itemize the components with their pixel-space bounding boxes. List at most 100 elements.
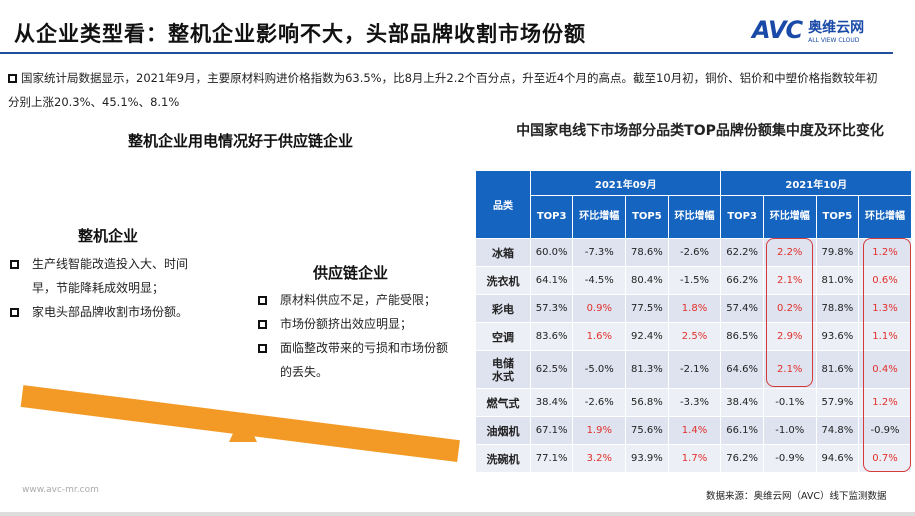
mom-change-cell: -1.0% xyxy=(762,416,817,445)
share-cell: 75.6% xyxy=(625,416,669,445)
page-title: 从企业类型看：整机企业影响不大，头部品牌收割市场份额 xyxy=(14,22,586,46)
mom-change-cell: 2.5% xyxy=(667,322,722,351)
footer-url: www.avc-mr.com xyxy=(22,485,99,495)
balance-fulcrum xyxy=(229,412,257,442)
sub-header: 环比增幅 xyxy=(858,195,912,239)
period-header: 2021年10月 xyxy=(720,170,912,196)
mom-change-cell: 1.7% xyxy=(667,444,722,473)
sub-header: TOP5 xyxy=(815,195,860,239)
category-cell: 洗衣机 xyxy=(475,266,531,295)
share-cell: 56.8% xyxy=(625,388,669,417)
mom-change-cell: -5.0% xyxy=(572,350,627,389)
category-cell: 冰箱 xyxy=(475,238,531,267)
share-cell: 64.1% xyxy=(529,266,574,295)
mom-change-cell: 1.4% xyxy=(667,416,722,445)
mom-change-cell: 0.4% xyxy=(858,350,912,389)
logo-cn: 奥维云网 xyxy=(808,19,865,36)
category-cell: 燃气式 xyxy=(475,388,531,417)
share-cell: 67.1% xyxy=(529,416,574,445)
intro-paragraph: 国家统计局数据显示，2021年9月，主要原材料购进价格指数为63.5%，比8月上… xyxy=(8,66,888,114)
mom-change-cell: 0.9% xyxy=(572,294,627,323)
intro-text: 国家统计局数据显示，2021年9月，主要原材料购进价格指数为63.5%，比8月上… xyxy=(8,71,878,109)
share-cell: 93.9% xyxy=(625,444,669,473)
table-title: 中国家电线下市场部分品类TOP品牌份额集中度及环比变化 xyxy=(516,123,884,139)
share-cell: 94.6% xyxy=(815,444,860,473)
mom-change-cell: -0.9% xyxy=(762,444,817,473)
share-cell: 81.3% xyxy=(625,350,669,389)
mom-change-cell: -3.3% xyxy=(667,388,722,417)
mom-change-cell: -2.6% xyxy=(667,238,722,267)
mom-change-cell: -2.1% xyxy=(667,350,722,389)
checkbox-bullet-icon xyxy=(8,74,17,83)
checkbox-bullet-icon xyxy=(258,320,267,329)
supply-title: 供应链企业 xyxy=(313,264,389,282)
share-cell: 93.6% xyxy=(815,322,860,351)
share-cell: 80.4% xyxy=(625,266,669,295)
data-source: 数据来源：奥维云网（AVC）线下监测数据 xyxy=(706,491,887,502)
share-cell: 66.2% xyxy=(720,266,764,295)
sub-header: 环比增幅 xyxy=(667,195,722,239)
list-item: 市场份额挤出效应明显； xyxy=(258,312,458,336)
mom-change-cell: 1.1% xyxy=(858,322,912,351)
share-cell: 86.5% xyxy=(720,322,764,351)
share-cell: 74.8% xyxy=(815,416,860,445)
share-cell: 76.2% xyxy=(720,444,764,473)
supply-list: 原材料供应不足，产能受限； 市场份额挤出效应明显； 面临整改带来的亏损和市场份额… xyxy=(258,288,458,384)
oem-list: 生产线智能改造投入大、时间早，节能降耗成效明显； 家电头部品牌收割市场份额。 xyxy=(10,252,210,324)
list-item: 原材料供应不足，产能受限； xyxy=(258,288,458,312)
mom-change-cell: -0.9% xyxy=(858,416,912,445)
sub-header: 环比增幅 xyxy=(572,195,627,239)
share-cell: 38.4% xyxy=(529,388,574,417)
checkbox-bullet-icon xyxy=(10,308,19,317)
avc-logo: AVC 奥维云网 ALL VIEW CLOUD xyxy=(752,16,864,44)
share-cell: 81.0% xyxy=(815,266,860,295)
footer-bar xyxy=(0,512,915,516)
sub-header: TOP3 xyxy=(529,195,574,239)
list-item: 家电头部品牌收割市场份额。 xyxy=(10,300,210,324)
table-row: 洗碗机 77.1% 3.2% 93.9% 1.7% 76.2% -0.9% 94.6% 0.7% xyxy=(475,444,912,473)
mom-change-cell: 1.8% xyxy=(667,294,722,323)
mom-change-cell: 2.9% xyxy=(762,322,817,351)
table-row: 洗衣机 64.1% -4.5% 80.4% -1.5% 66.2% 2.1% 81.0% 0.6… xyxy=(475,266,912,295)
share-cell: 81.6% xyxy=(815,350,860,389)
share-cell: 78.8% xyxy=(815,294,860,323)
share-table: 品类 2021年09月 2021年10月 TOP3 环比增幅 TOP5 环比增幅 TOP… xyxy=(475,170,912,473)
share-cell: 83.6% xyxy=(529,322,574,351)
category-header: 品类 xyxy=(475,170,531,239)
mom-change-cell: 1.2% xyxy=(858,238,912,267)
header-divider xyxy=(0,52,893,54)
share-cell: 77.1% xyxy=(529,444,574,473)
share-cell: 38.4% xyxy=(720,388,764,417)
share-cell: 57.3% xyxy=(529,294,574,323)
share-cell: 77.5% xyxy=(625,294,669,323)
checkbox-bullet-icon xyxy=(258,344,267,353)
checkbox-bullet-icon xyxy=(258,296,267,305)
logo-en: ALL VIEW CLOUD xyxy=(808,36,860,44)
highlight-box xyxy=(766,238,813,387)
share-cell: 79.8% xyxy=(815,238,860,267)
sub-header: TOP3 xyxy=(720,195,764,239)
list-item: 生产线智能改造投入大、时间早，节能降耗成效明显； xyxy=(10,252,210,300)
table-row: 冰箱 60.0% -7.3% 78.6% -2.6% 62.2% 2.2% 79.8% 1.2% xyxy=(475,238,912,267)
table-row: 彩电 57.3% 0.9% 77.5% 1.8% 57.4% 0.2% 78.8% 1.3% xyxy=(475,294,912,323)
oem-title: 整机企业 xyxy=(78,227,139,245)
period-header: 2021年09月 xyxy=(529,170,722,196)
mom-change-cell: 1.2% xyxy=(858,388,912,417)
mom-change-cell: 1.6% xyxy=(572,322,627,351)
mom-change-cell: -4.5% xyxy=(572,266,627,295)
mom-change-cell: 2.1% xyxy=(762,266,817,295)
share-cell: 66.1% xyxy=(720,416,764,445)
share-cell: 62.2% xyxy=(720,238,764,267)
share-cell: 78.6% xyxy=(625,238,669,267)
sub-header: 环比增幅 xyxy=(762,195,817,239)
table-row: 燃气式 38.4% -2.6% 56.8% -3.3% 38.4% -0.1% 57.9% 1.… xyxy=(475,388,912,417)
share-cell: 57.4% xyxy=(720,294,764,323)
share-cell: 62.5% xyxy=(529,350,574,389)
logo-text: AVC xyxy=(752,16,803,44)
mom-change-cell: 1.3% xyxy=(858,294,912,323)
share-cell: 57.9% xyxy=(815,388,860,417)
mom-change-cell: -0.1% xyxy=(762,388,817,417)
mom-change-cell: 1.9% xyxy=(572,416,627,445)
mom-change-cell: -2.6% xyxy=(572,388,627,417)
category-cell: 油烟机 xyxy=(475,416,531,445)
